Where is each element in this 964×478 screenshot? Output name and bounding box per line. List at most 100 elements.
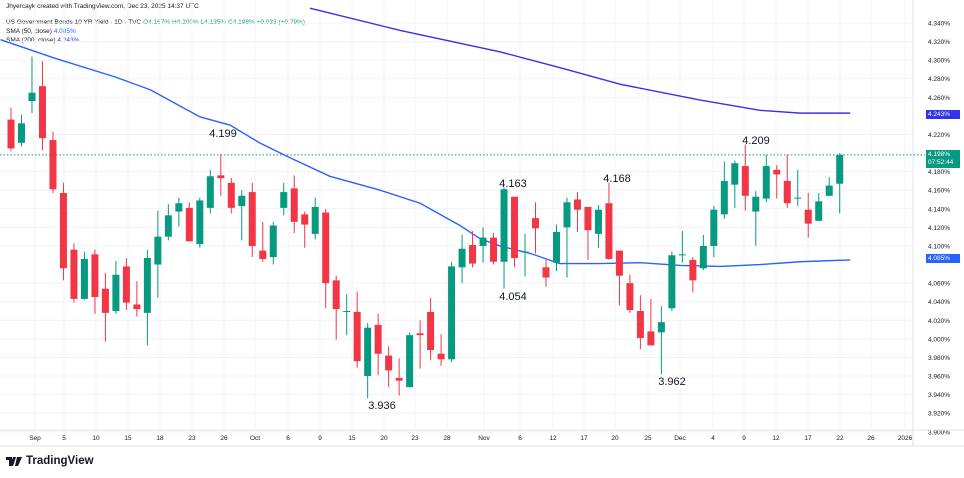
sma200-line	[309, 7, 851, 114]
sma200-value: 4.243%	[57, 37, 80, 44]
candle	[385, 346, 393, 388]
candle-body	[217, 175, 225, 179]
candle	[836, 153, 844, 214]
candle	[322, 208, 330, 309]
candle	[668, 251, 676, 311]
time-tick-label: 26	[220, 435, 228, 442]
price-tick-label: 4.000%	[928, 336, 950, 343]
candle	[59, 182, 67, 281]
candle-body	[164, 215, 172, 237]
candle-body	[479, 237, 487, 246]
candle-body	[185, 207, 193, 242]
candle-body	[311, 206, 319, 234]
candle-body	[615, 250, 623, 276]
candle	[448, 261, 456, 363]
candle	[678, 231, 686, 263]
candle-body	[511, 196, 519, 259]
candle	[752, 191, 760, 246]
candle	[437, 334, 445, 366]
price-annotation: 4.168	[603, 173, 631, 185]
time-tick-label: 2026	[898, 435, 913, 442]
candle	[500, 187, 508, 289]
candle-body	[70, 249, 78, 299]
candle-body	[794, 197, 802, 199]
candle-body	[416, 333, 424, 336]
sma200-label: SMA (200, close)	[6, 37, 56, 44]
time-tick-label: 17	[580, 435, 588, 442]
candle	[290, 175, 298, 233]
sma50-legend[interactable]: SMA (50, close) 4.085%	[6, 28, 76, 35]
price-tick-label: 4.320%	[928, 39, 950, 46]
candle-body	[38, 86, 46, 139]
candle	[815, 193, 823, 221]
candle	[269, 221, 277, 265]
time-tick-label: 9	[318, 435, 322, 442]
time-tick-label: 22	[836, 435, 844, 442]
sma50-label: SMA (50, close)	[6, 28, 52, 35]
candle-body	[783, 180, 791, 204]
candle-body	[762, 166, 770, 199]
candle	[584, 206, 592, 260]
tradingview-logo-icon	[6, 456, 22, 466]
candle-body	[301, 214, 309, 225]
candle	[238, 190, 246, 241]
candle-body	[248, 192, 256, 246]
candle	[825, 177, 833, 196]
sma50-price-badge: 4.085%	[926, 254, 960, 263]
candle	[573, 192, 581, 233]
candle	[38, 61, 46, 151]
candle-body	[636, 310, 644, 338]
candle-body	[836, 154, 844, 184]
time-tick-label: Dec	[674, 435, 686, 442]
time-tick-label: 12	[772, 435, 780, 442]
candle	[605, 182, 613, 260]
price-tick-label: 4.160%	[928, 188, 950, 195]
last-price-badge: 4.198% 07:52:44	[926, 150, 960, 168]
candle-body	[143, 258, 151, 313]
price-annotation: 4.054	[499, 291, 527, 303]
candle	[143, 249, 151, 346]
time-tick-label: 15	[348, 435, 356, 442]
candle	[511, 196, 519, 268]
candle	[490, 232, 498, 265]
candle	[804, 193, 812, 238]
candle-body	[668, 255, 676, 309]
candle-body	[238, 195, 246, 207]
candle	[469, 231, 477, 268]
candle-body	[657, 322, 665, 333]
brand-name: TradingView	[26, 455, 94, 467]
sma200-price-badge: 4.243%	[926, 110, 960, 119]
candle-body	[458, 248, 466, 268]
candle	[647, 298, 655, 346]
candle-body	[626, 283, 634, 311]
candle	[154, 210, 162, 298]
sma200-legend[interactable]: SMA (200, close) 4.243%	[6, 37, 79, 44]
time-tick-label: 20	[380, 435, 388, 442]
candle	[133, 281, 141, 317]
candle	[343, 294, 351, 336]
time-tick-label: 26	[867, 435, 875, 442]
candle	[217, 153, 225, 196]
candle	[479, 227, 487, 263]
candle	[185, 202, 193, 242]
candle	[710, 206, 718, 258]
candle	[657, 306, 665, 375]
last-price: 4.198%	[928, 151, 951, 158]
candle	[762, 154, 770, 203]
tradingview-logo[interactable]: TradingView	[6, 455, 94, 467]
candle-body	[573, 199, 581, 210]
candle-body	[605, 203, 613, 259]
candle-body	[752, 196, 760, 212]
candle	[416, 320, 424, 369]
candle	[353, 291, 361, 368]
time-tick-label: 12	[549, 435, 557, 442]
candle	[521, 233, 529, 277]
candle	[206, 169, 214, 214]
candle-body	[427, 311, 435, 351]
candle-body	[332, 280, 340, 310]
candle-body	[28, 92, 36, 102]
time-tick-label: 17	[804, 435, 812, 442]
candle	[626, 274, 634, 313]
candle	[112, 260, 120, 314]
